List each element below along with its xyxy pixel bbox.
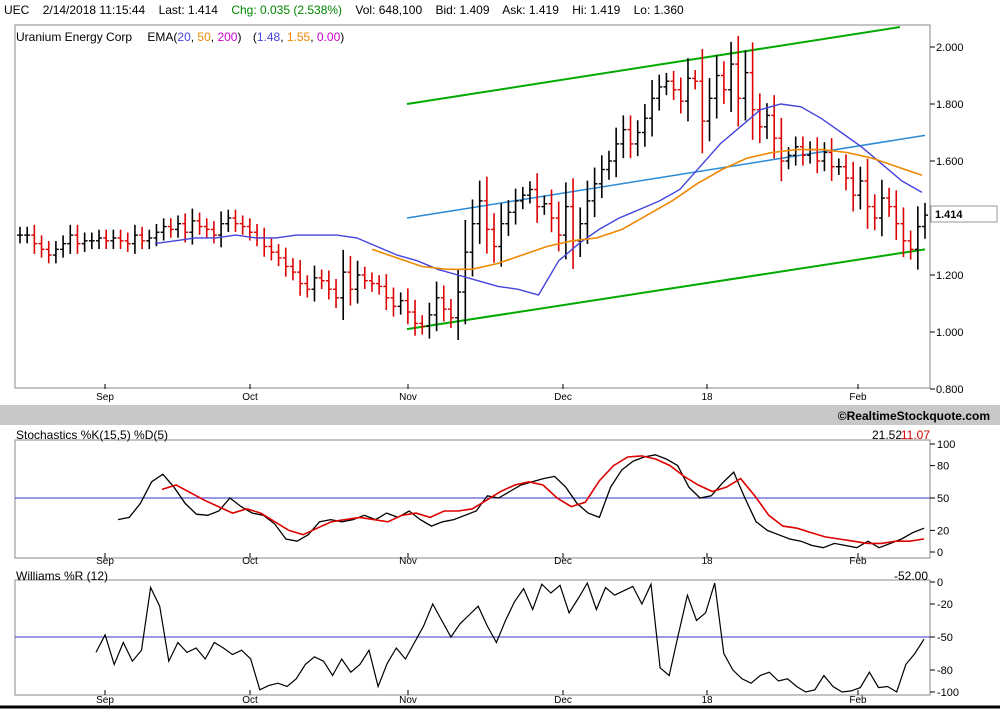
williams-y-label: -80 xyxy=(937,665,953,677)
stoch-panel-frame xyxy=(14,439,931,559)
williams-r-line xyxy=(95,581,925,693)
stoch-k-line xyxy=(117,454,925,549)
channel-lower-line xyxy=(406,248,926,331)
williams-plot: 0 -20 -50 -80 -100 Sep Oct Nov Dec 18 Feb xyxy=(15,577,959,706)
legend-ema-200-value: 0.00 xyxy=(317,30,341,44)
williams-x-label: 18 xyxy=(701,695,713,706)
legend-ema-close: ) xyxy=(237,30,241,44)
stoch-d-line xyxy=(161,455,925,545)
stoch-x-label: Feb xyxy=(849,556,867,567)
williams-last: -52.00 xyxy=(894,569,928,583)
stoch-x-label: Oct xyxy=(242,556,258,567)
price-plot: 0.8001.0001.2001.4001.6001.8002.000SepOc… xyxy=(17,26,998,403)
header-high: Hi: 1.419 xyxy=(572,3,621,17)
price-x-label: 18 xyxy=(701,392,713,403)
stoch-y-label: 20 xyxy=(937,525,949,537)
header-change: Chg: 0.035 (2.538%) xyxy=(231,3,343,17)
legend-values-open: ( xyxy=(253,30,257,44)
header-volume: Vol: 648,100 xyxy=(355,3,423,17)
williams-y-label: -20 xyxy=(937,599,953,611)
legend-ema-label: EMA( xyxy=(147,30,177,44)
stoch-x-label: Sep xyxy=(96,556,114,567)
watermark: ©RealtimeStockquote.com xyxy=(838,409,990,423)
legend-values-close: ) xyxy=(340,30,344,44)
ema-50-line xyxy=(371,148,923,271)
williams-x-label: Nov xyxy=(399,695,417,706)
stoch-k-last: 21.52 xyxy=(872,428,902,442)
legend-ema-20: 20 xyxy=(177,30,191,44)
williams-x-label: Sep xyxy=(96,695,114,706)
quote-header: UEC 2/14/2018 11:15:44 Last: 1.414 Chg: … xyxy=(4,3,694,17)
legend-ema-20-value: 1.48 xyxy=(257,30,281,44)
price-y-label: 1.000 xyxy=(936,327,964,339)
separator-bar xyxy=(0,405,1000,425)
williams-y-label: -100 xyxy=(937,687,959,699)
stoch-y-label: 0 xyxy=(937,547,943,559)
header-low: Lo: 1.360 xyxy=(633,3,684,17)
stoch-x-label: Dec xyxy=(554,556,572,567)
legend-ema-200: 200 xyxy=(217,30,237,44)
ema-20-line xyxy=(154,103,923,296)
williams-title: Williams %R (12) xyxy=(16,569,108,583)
header-symbol: UEC xyxy=(4,3,30,17)
stoch-y-label: 80 xyxy=(937,461,949,473)
legend-ema-50-value: 1.55 xyxy=(287,30,311,44)
stoch-d-last: 11.07 xyxy=(901,428,930,442)
price-x-label: Feb xyxy=(849,392,867,403)
price-y-label: 1.600 xyxy=(936,156,964,168)
legend-company: Uranium Energy Corp xyxy=(16,30,132,44)
header-datetime: 2/14/2018 11:15:44 xyxy=(42,3,146,17)
stochastics-plot: 0 20 50 80 100 Sep Oct Nov Dec 18 Feb xyxy=(15,439,955,567)
stoch-y-label: 50 xyxy=(937,493,949,505)
stoch-title: Stochastics %K(15,5) %D(5) xyxy=(16,428,168,442)
header-bid: Bid: 1.409 xyxy=(435,3,490,17)
last-price-label: 1.414 xyxy=(935,209,963,221)
stoch-x-label: 18 xyxy=(701,556,713,567)
header-last: Last: 1.414 xyxy=(158,3,218,17)
channel-mid-line xyxy=(406,134,926,219)
williams-y-label: 0 xyxy=(937,577,943,589)
price-x-label: Oct xyxy=(242,392,258,403)
last-price-box xyxy=(930,205,998,223)
price-x-label: Sep xyxy=(96,392,114,403)
price-y-label: 1.800 xyxy=(936,99,964,111)
price-y-label: 2.000 xyxy=(936,42,964,54)
price-y-label: 1.200 xyxy=(936,270,964,282)
williams-x-label: Feb xyxy=(849,695,867,706)
price-x-label: Nov xyxy=(399,392,417,403)
price-x-label: Dec xyxy=(554,392,572,403)
williams-y-label: -50 xyxy=(937,632,953,644)
stoch-y-label: 100 xyxy=(937,439,955,451)
stoch-title-text: Stochastics %K(15,5) %D(5) xyxy=(16,428,168,442)
price-y-label: 0.800 xyxy=(936,384,964,396)
price-legend: Uranium Energy Corp EMA(20, 50, 200) (1.… xyxy=(16,30,344,44)
williams-x-label: Dec xyxy=(554,695,572,706)
legend-ema-50: 50 xyxy=(197,30,211,44)
header-ask: Ask: 1.419 xyxy=(502,3,559,17)
williams-x-label: Oct xyxy=(242,695,258,706)
channel-upper-line xyxy=(406,26,901,105)
stoch-x-label: Nov xyxy=(399,556,417,567)
